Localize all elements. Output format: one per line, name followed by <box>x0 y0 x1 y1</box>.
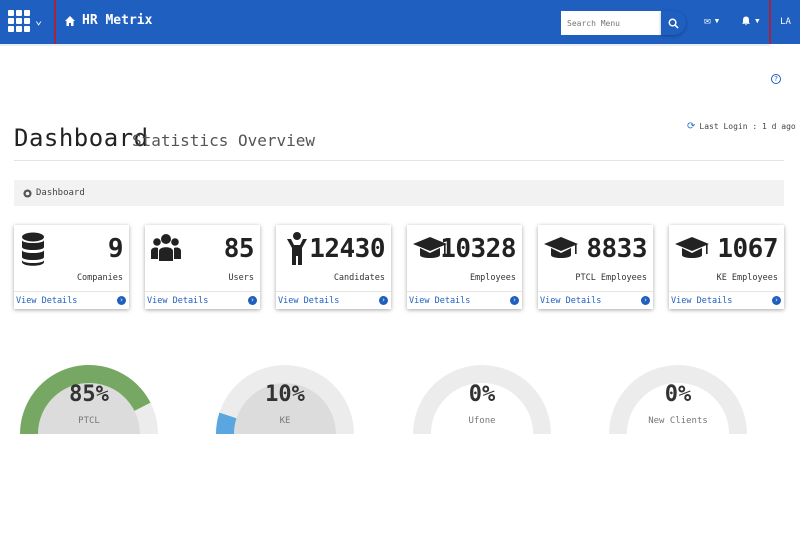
card-footer[interactable]: View Details › <box>276 291 391 309</box>
card-footer[interactable]: View Details › <box>538 291 653 309</box>
graduation-cap-icon <box>544 231 578 267</box>
arrow-circle-right-icon[interactable]: › <box>641 296 650 305</box>
divider <box>14 160 784 161</box>
gauge-value: 85% <box>69 382 109 407</box>
stat-label: Companies <box>76 273 123 283</box>
card-footer[interactable]: View Details › <box>669 291 784 309</box>
gauge-track <box>609 365 747 434</box>
dashboard-icon <box>23 188 32 198</box>
stat-value: 1067 <box>717 234 778 264</box>
refresh-icon[interactable]: ⟳ <box>687 121 696 132</box>
gauge-label: New Clients <box>648 416 708 426</box>
apps-grid-icon[interactable] <box>8 10 30 32</box>
person-icon <box>282 231 312 267</box>
arrow-circle-right-icon[interactable]: › <box>379 296 388 305</box>
gauge-track <box>413 365 551 434</box>
last-login: ⟳ Last Login : 1 d ago <box>687 121 796 132</box>
card-footer[interactable]: View Details › <box>145 291 260 309</box>
gauge-label: KE <box>279 416 291 426</box>
gauge-inner <box>234 383 336 434</box>
stat-card-companies: 9 Companies View Details › <box>14 225 129 309</box>
gauge-ufone: 0% Ufone <box>413 333 551 434</box>
search-button[interactable] <box>661 11 686 35</box>
breadcrumb: Dashboard <box>14 180 784 206</box>
stat-value: 85 <box>223 234 255 264</box>
graduation-cap-icon <box>675 231 709 267</box>
navbar-shadow <box>0 44 770 46</box>
stat-label: PTCL Employees <box>575 273 647 283</box>
graduation-cap-icon <box>413 231 447 267</box>
brand-link[interactable]: HR Metrix <box>64 13 152 28</box>
user-initials: LA <box>780 17 791 27</box>
view-details-link[interactable]: View Details <box>540 295 602 306</box>
stat-value: 12430 <box>309 234 385 264</box>
view-details-link[interactable]: View Details <box>278 295 340 306</box>
view-details-link[interactable]: View Details <box>409 295 471 306</box>
search-box <box>561 11 686 35</box>
stat-value: 10328 <box>440 234 516 264</box>
gauge-value: 0% <box>468 382 496 407</box>
stat-label: KE Employees <box>716 273 778 283</box>
gauge-label: Ufone <box>468 416 496 426</box>
arrow-circle-right-icon[interactable]: › <box>248 296 257 305</box>
arrow-circle-right-icon[interactable]: › <box>117 296 126 305</box>
view-details-link[interactable]: View Details <box>671 295 733 306</box>
gauge-value-arc <box>216 412 237 434</box>
help-icon[interactable]: ? <box>771 74 781 84</box>
gauge-ptcl: 85% PTCL <box>20 333 158 434</box>
chevron-down-icon[interactable]: ⌄ <box>35 13 43 27</box>
gauge-value: 10% <box>265 382 305 407</box>
view-details-link[interactable]: View Details <box>147 295 209 306</box>
top-navbar: ⌄ HR Metrix ✉▾ ▾ LA <box>0 0 800 44</box>
chevron-down-icon: ▾ <box>713 14 721 27</box>
card-footer[interactable]: View Details › <box>14 291 129 309</box>
arrow-circle-right-icon[interactable]: › <box>772 296 781 305</box>
search-icon <box>668 18 679 29</box>
stat-card-employees: 10328 Employees View Details › <box>407 225 522 309</box>
breadcrumb-item-dashboard[interactable]: Dashboard <box>36 188 85 198</box>
stat-card-ke-employees: 1067 KE Employees View Details › <box>669 225 784 309</box>
gauge-inner <box>431 383 533 434</box>
page-subtitle: Statistics Overview <box>132 131 316 150</box>
database-icon <box>20 231 50 267</box>
notifications-dropdown[interactable]: ▾ <box>741 14 761 27</box>
gauge-track <box>216 365 354 434</box>
gauge-value-arc <box>20 365 151 434</box>
brand-name: HR Metrix <box>82 13 153 28</box>
user-menu[interactable]: LA <box>769 0 800 44</box>
messages-dropdown[interactable]: ✉ ▾ <box>704 14 720 27</box>
chevron-down-icon: ▾ <box>754 14 761 27</box>
stat-value: 9 <box>107 234 124 264</box>
gauge-inner <box>38 383 140 434</box>
stat-label: Employees <box>469 273 516 283</box>
search-input[interactable] <box>561 11 661 35</box>
gauge-ke: 10% KE <box>216 333 354 434</box>
gauge-new-clients: 0% New Clients <box>609 333 747 434</box>
stat-card-candidates: 12430 Candidates View Details › <box>276 225 391 309</box>
gauge-inner <box>627 383 729 434</box>
stat-card-ptcl-employees: 8833 PTCL Employees View Details › <box>538 225 653 309</box>
stat-value: 8833 <box>586 234 647 264</box>
divider <box>54 0 56 44</box>
stat-label: Candidates <box>333 273 385 283</box>
card-footer[interactable]: View Details › <box>407 291 522 309</box>
page-title: Dashboard <box>14 124 149 152</box>
stat-label: Users <box>228 273 254 283</box>
gauge-label: PTCL <box>78 416 100 426</box>
users-icon <box>151 231 181 267</box>
bell-icon <box>742 16 750 25</box>
envelope-icon: ✉ <box>704 14 711 27</box>
last-login-text: Last Login : 1 d ago <box>699 122 796 131</box>
stat-card-users: 85 Users View Details › <box>145 225 260 309</box>
gauge-value: 0% <box>664 382 692 407</box>
home-icon <box>65 15 75 26</box>
view-details-link[interactable]: View Details <box>16 295 78 306</box>
arrow-circle-right-icon[interactable]: › <box>510 296 519 305</box>
